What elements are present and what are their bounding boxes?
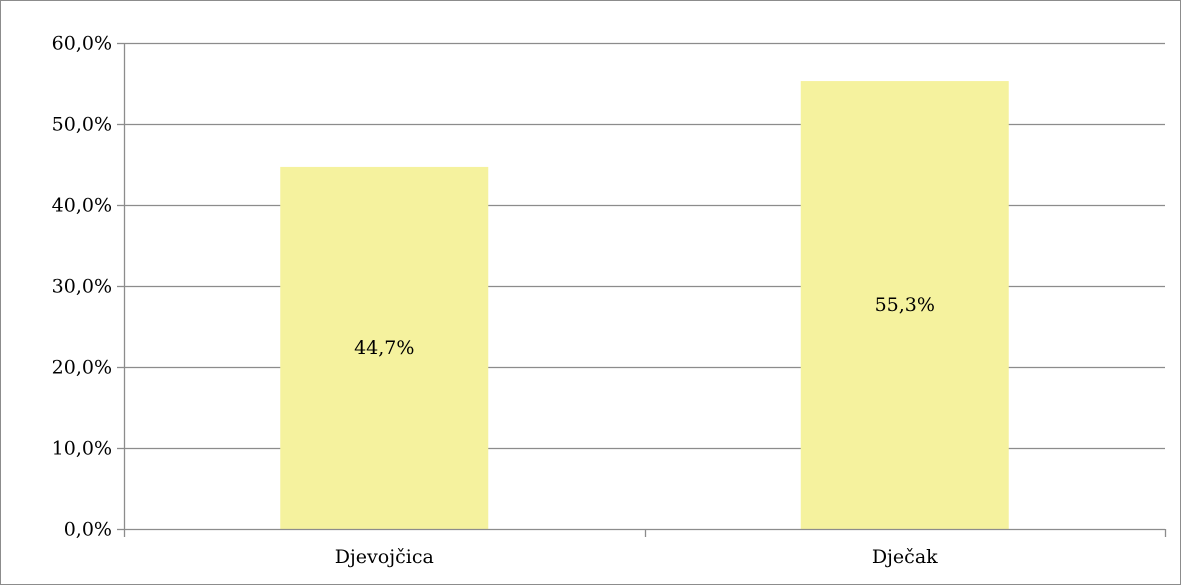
labels: 0,0% 10,0% 20,0% 30,0% 40,0% 50,0% 60,0% 44,7% 5…: [52, 33, 939, 569]
y-tick-label: 10,0%: [52, 438, 112, 460]
axes: [117, 42, 1167, 537]
data-label: 44,7%: [354, 337, 414, 359]
y-tick-label: 40,0%: [52, 195, 112, 217]
bars: [280, 81, 1009, 529]
y-tick-label: 20,0%: [52, 357, 112, 379]
x-tick-label: Djevojčica: [335, 546, 434, 568]
bar: [800, 81, 1009, 529]
gridlines: [124, 42, 1165, 450]
bar: [280, 166, 489, 529]
data-label: 55,3%: [875, 294, 935, 316]
y-tick-label: 0,0%: [64, 519, 112, 541]
y-tick-label: 50,0%: [52, 114, 112, 136]
y-tick-label: 60,0%: [52, 33, 112, 55]
x-tick-label: Dječak: [872, 546, 938, 568]
y-tick-label: 30,0%: [52, 276, 112, 298]
